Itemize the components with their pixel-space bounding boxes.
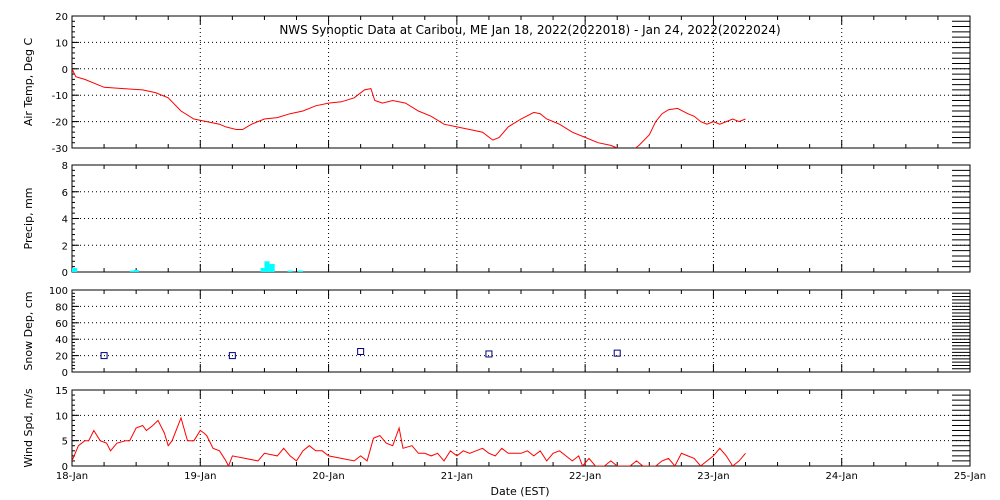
precip-bar	[297, 270, 303, 272]
y-tick-label: 0	[62, 268, 68, 279]
panel-data	[100, 348, 621, 360]
snow-depth-point	[228, 352, 236, 360]
series-line-air_temp	[72, 68, 746, 148]
y-tick-label: 8	[62, 161, 68, 172]
panel-air_temp: 20 10 0 -10 -20 -30 Air Temp, Deg C	[22, 12, 971, 155]
x-axis-label: Date (EST)	[490, 485, 549, 498]
panel-data	[72, 68, 746, 148]
x-tick-label: 24-Jan	[826, 471, 858, 482]
y-tick-label: 15	[55, 386, 68, 397]
panel-data	[72, 261, 303, 272]
panel-wind_speed: 15 10 5 0 Wind Spd, m/s 18-Jan 19-Jan 20-Jan 21-…	[22, 386, 986, 482]
y-tick-label: 6	[62, 188, 68, 199]
y-tick-label: -10	[52, 91, 68, 102]
y-tick-label: 0	[62, 65, 68, 76]
precip-bar	[264, 261, 270, 272]
x-tick-label: 23-Jan	[697, 471, 729, 482]
snow-depth-point	[357, 348, 365, 355]
y-tick-label: 100	[49, 286, 68, 297]
x-tick-label: 21-Jan	[441, 471, 473, 482]
y-axis-label: Precip, mm	[22, 188, 35, 250]
y-axis-label: Snow Dep, cm	[22, 291, 35, 370]
y-tick-label: 2	[62, 241, 68, 252]
y-tick-label: 0	[62, 368, 68, 379]
snow-depth-point	[613, 349, 621, 357]
x-tick-label: 25-Jan	[954, 471, 986, 482]
series-line-wind_speed	[72, 416, 746, 466]
y-tick-label: 80	[55, 302, 68, 313]
panel-precip: 8 6 4 2 0 Precip, mm	[22, 161, 971, 279]
y-tick-label: 20	[55, 352, 68, 363]
y-tick-label: -20	[52, 118, 68, 129]
x-tick-label: 19-Jan	[184, 471, 216, 482]
y-tick-label: 20	[55, 12, 68, 23]
x-tick-label: 20-Jan	[312, 471, 344, 482]
y-tick-label: 40	[55, 335, 68, 346]
precip-bar	[260, 267, 266, 272]
precip-bar	[287, 270, 293, 272]
y-tick-label: 4	[62, 215, 68, 226]
y-tick-label: -30	[52, 144, 68, 155]
chart-title: NWS Synoptic Data at Caribou, ME Jan 18,…	[279, 23, 780, 37]
x-tick-label: 18-Jan	[56, 471, 88, 482]
y-tick-label: 10	[55, 411, 68, 422]
y-tick-label: 60	[55, 319, 68, 330]
precip-bar	[269, 263, 275, 272]
snow-depth-point	[100, 352, 108, 360]
y-tick-label: 0	[62, 462, 68, 473]
precip-bar	[133, 269, 139, 272]
y-tick-label: 10	[55, 38, 68, 49]
x-tick-label: 22-Jan	[569, 471, 601, 482]
y-axis-label: Wind Spd, m/s	[22, 388, 35, 468]
precip-bar	[129, 270, 135, 272]
y-axis-label: Air Temp, Deg C	[22, 38, 35, 127]
snow-depth-point	[485, 350, 493, 358]
panel-data	[72, 416, 746, 466]
y-tick-label: 5	[62, 437, 68, 448]
precip-bar	[72, 267, 78, 272]
panel-snow_depth: 100 80 60 40 20 0 Snow Dep, cm	[22, 286, 971, 379]
